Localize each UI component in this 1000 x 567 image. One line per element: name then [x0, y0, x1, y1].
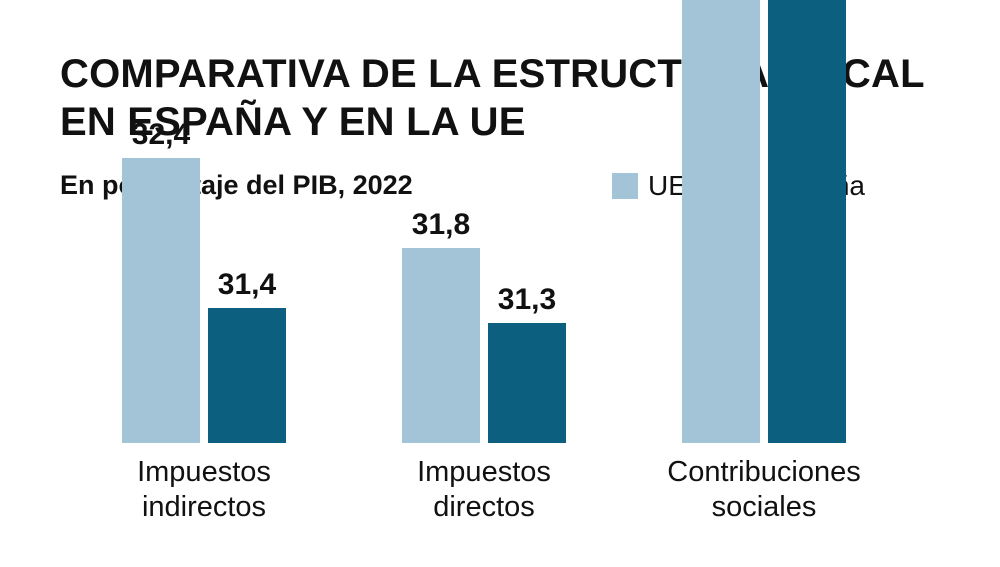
- value-label-ue-2: 31,8: [412, 208, 470, 241]
- category-label-1-line-1: Impuestos: [137, 456, 271, 488]
- bar-ue-3: [682, 0, 760, 443]
- legend-swatch-ue: [612, 173, 638, 199]
- category-label-3-line-1: Contribuciones: [667, 456, 860, 488]
- bar-ue-2: [402, 248, 480, 443]
- bar-espana-1: [208, 308, 286, 443]
- legend-item-ue: UE: [612, 170, 687, 202]
- bar-espana-2: [488, 323, 566, 443]
- legend-label-ue: UE: [648, 170, 687, 201]
- category-label-2-line-2: directos: [433, 491, 535, 523]
- category-label-1-line-2: indirectos: [142, 491, 266, 523]
- value-label-espana-2: 31,3: [498, 283, 556, 316]
- value-label-ue-1: 32,4: [132, 118, 191, 151]
- value-label-espana-1: 31,4: [218, 268, 277, 301]
- category-label-3-line-2: sociales: [712, 491, 817, 523]
- chart-subtitle: En porcentaje del PIB, 2022: [60, 170, 413, 200]
- bar-ue-1: [122, 158, 200, 443]
- chart-title-line-2: EN ESPAÑA Y EN LA UE: [60, 100, 526, 144]
- category-label-2-line-1: Impuestos: [417, 456, 551, 488]
- bar-espana-3: [768, 0, 846, 443]
